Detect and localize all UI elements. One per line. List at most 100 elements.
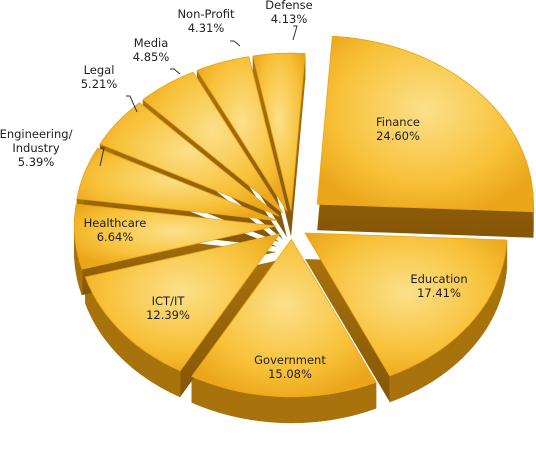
slice-rim-segment — [164, 363, 167, 391]
slice-rim-segment — [448, 341, 452, 370]
slice-rim-segment — [240, 392, 245, 419]
slice-rim-segment — [170, 366, 173, 394]
slice-rim-segment — [250, 393, 255, 420]
slice-rim-segment — [222, 387, 227, 414]
slice-rim-segment — [107, 316, 109, 345]
slice-rim-segment — [227, 389, 232, 416]
slice-rim-segment — [236, 391, 241, 418]
slice-rim-segment — [160, 361, 163, 389]
slice-rim-segment — [491, 290, 493, 320]
slice-rim-segment — [278, 396, 283, 422]
slice-rim-segment — [105, 314, 107, 343]
slice-rim-segment — [432, 353, 436, 382]
slice-rim-segment — [473, 317, 476, 347]
slice-rim-segment — [481, 306, 484, 336]
slice-rim-segment — [459, 331, 463, 360]
slice-rim-segment — [231, 390, 236, 417]
slice-rim-segment — [128, 338, 131, 366]
slice-rim-segment — [302, 396, 307, 422]
slice-rim-segment — [177, 369, 180, 397]
slice-rim-segment — [116, 326, 118, 354]
slice-value-label: 6.64% — [97, 230, 134, 244]
slice-rim-segment — [259, 395, 264, 422]
slice-rim-segment — [269, 396, 274, 422]
slice-rim-segment — [367, 384, 371, 411]
slice-rim-segment — [466, 324, 469, 353]
slice-rim-segment — [331, 393, 336, 420]
slice-rim-segment — [192, 376, 196, 404]
slice-label-text: Media — [134, 36, 169, 50]
slice-rim-segment — [436, 350, 440, 379]
slice-rim-segment — [293, 397, 298, 423]
slice-rim-segment — [114, 324, 116, 352]
slice-rim-segment — [196, 378, 200, 406]
slice-rim-segment — [345, 390, 350, 417]
slice-value-label: 4.85% — [133, 50, 170, 64]
slice-rim-segment — [209, 383, 213, 410]
slice-label-text: Legal — [84, 63, 115, 77]
slice-value-label: 5.39% — [18, 155, 55, 169]
slice-rim-segment — [400, 370, 405, 398]
slice-rim-segment — [173, 368, 176, 396]
slice-rim-segment — [487, 298, 489, 328]
slice-rim-segment — [456, 335, 460, 364]
slice-rim-segment — [444, 344, 448, 373]
slice-label-text: Healthcare — [84, 216, 147, 230]
slice-rim-segment — [440, 347, 444, 376]
slice-rim-segment — [154, 357, 157, 385]
slice-rim-segment — [148, 353, 151, 381]
slice-rim-segment — [349, 389, 354, 416]
slice-value-label: 4.13% — [271, 12, 308, 26]
slice-rim-segment — [423, 358, 427, 387]
slice-rim-segment — [427, 356, 431, 385]
slice-label-text: Finance — [376, 115, 420, 129]
slice-rim-segment — [264, 395, 269, 421]
slice-value-label: 24.60% — [376, 129, 420, 143]
slice-rim-segment — [358, 387, 362, 414]
slice-rim-segment — [145, 351, 148, 379]
slice-rim-segment — [404, 368, 409, 396]
slice-value-label: 5.21% — [81, 77, 118, 91]
slice-rim-segment — [326, 394, 331, 421]
slice-rim-segment — [134, 343, 137, 371]
slice-rim-segment — [131, 341, 134, 369]
slice-rim-segment — [297, 397, 302, 423]
slice-rim-segment — [335, 392, 340, 419]
slice-rim-segment — [110, 319, 112, 348]
leader-line-defense — [293, 26, 297, 40]
slice-rim-segment — [167, 364, 170, 392]
slice-rim-segment — [390, 374, 395, 402]
slice-rim-segment — [288, 397, 293, 423]
slice-rim-segment — [395, 372, 400, 400]
slice-rim-segment — [112, 321, 114, 350]
slice-rim-segment — [409, 366, 414, 394]
slice-rim-segment — [363, 385, 367, 412]
slice-rim-segment — [463, 328, 466, 357]
slice-rim-segment — [273, 396, 278, 422]
slice-label-text: Government — [254, 353, 326, 367]
slice-rim-segment — [312, 396, 317, 422]
slice-rim-segment — [200, 380, 204, 408]
slice-value-label: 17.41% — [417, 286, 461, 300]
slice-rim-segment — [218, 386, 222, 413]
slice-rim-segment — [476, 314, 479, 344]
slice-rim-segment — [157, 359, 160, 387]
slice-value-label: 12.39% — [146, 308, 190, 322]
slice-rim-segment — [283, 397, 288, 423]
slice-rim-segment — [142, 349, 145, 377]
slice-rim-segment — [139, 347, 142, 375]
slice-rim-segment — [479, 310, 482, 340]
slice-rim-segment — [255, 394, 260, 421]
slice-rim-segment — [245, 393, 250, 420]
slice-label-text: Engineering/ — [0, 127, 73, 141]
slice-label-text: Education — [410, 272, 467, 286]
